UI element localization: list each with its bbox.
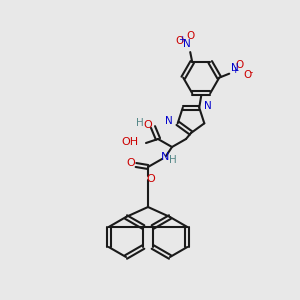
Text: O: O <box>235 60 243 70</box>
Text: O: O <box>186 31 194 41</box>
Text: -: - <box>250 68 253 77</box>
Text: N: N <box>204 101 212 111</box>
Text: O: O <box>144 120 152 130</box>
Text: O: O <box>147 174 155 184</box>
Text: OH: OH <box>121 137 138 147</box>
Text: O: O <box>243 70 251 80</box>
Text: N: N <box>231 63 239 73</box>
Text: O: O <box>127 158 135 168</box>
Text: N: N <box>165 116 173 126</box>
Text: +: + <box>178 34 186 43</box>
Text: H: H <box>136 118 144 128</box>
Text: N: N <box>161 152 169 162</box>
Text: N: N <box>183 39 191 49</box>
Text: H: H <box>169 155 177 165</box>
Text: O: O <box>175 36 183 46</box>
Text: +: + <box>232 66 239 75</box>
